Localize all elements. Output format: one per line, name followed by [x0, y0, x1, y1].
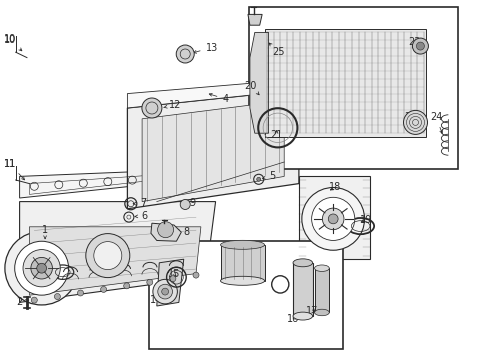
Circle shape: [54, 293, 60, 300]
Text: 1: 1: [42, 225, 48, 239]
Text: 7: 7: [133, 198, 147, 208]
Text: 3: 3: [50, 272, 59, 282]
Text: 11: 11: [4, 159, 16, 169]
Text: 22: 22: [408, 37, 420, 48]
Circle shape: [158, 284, 172, 299]
Text: 9: 9: [187, 198, 196, 208]
Circle shape: [170, 276, 176, 282]
Polygon shape: [142, 101, 284, 202]
Circle shape: [180, 199, 190, 210]
Text: 2: 2: [17, 297, 28, 307]
Text: 20: 20: [245, 81, 259, 95]
Polygon shape: [20, 169, 196, 198]
Circle shape: [123, 283, 130, 289]
Polygon shape: [265, 29, 426, 137]
Bar: [315, 268, 329, 312]
Text: 21: 21: [270, 130, 283, 140]
Text: 17: 17: [306, 306, 319, 316]
Circle shape: [23, 249, 60, 287]
Circle shape: [5, 231, 78, 305]
Circle shape: [257, 177, 261, 181]
Ellipse shape: [315, 265, 329, 271]
Text: 12: 12: [164, 100, 182, 110]
Text: 16: 16: [287, 314, 299, 324]
Circle shape: [404, 111, 427, 134]
Circle shape: [176, 45, 194, 63]
Circle shape: [413, 38, 428, 54]
Text: 19: 19: [360, 215, 372, 225]
Circle shape: [416, 42, 424, 50]
Circle shape: [94, 242, 122, 270]
Bar: [293, 263, 313, 316]
Text: 15: 15: [168, 269, 180, 279]
Ellipse shape: [293, 259, 313, 267]
Text: 25: 25: [269, 43, 285, 57]
Bar: [299, 176, 370, 259]
Circle shape: [147, 279, 153, 285]
Circle shape: [158, 222, 173, 238]
Polygon shape: [20, 202, 216, 302]
Circle shape: [15, 241, 69, 295]
Ellipse shape: [220, 240, 265, 249]
Circle shape: [142, 98, 162, 118]
Circle shape: [193, 272, 199, 278]
Circle shape: [31, 297, 37, 303]
Polygon shape: [151, 223, 181, 241]
Circle shape: [322, 208, 344, 230]
Text: 24: 24: [430, 112, 442, 134]
Text: 10: 10: [4, 35, 22, 51]
Circle shape: [162, 288, 169, 295]
Circle shape: [31, 257, 52, 279]
Bar: [249, 7, 458, 169]
Polygon shape: [157, 259, 184, 306]
Circle shape: [77, 290, 83, 296]
Bar: [149, 241, 343, 349]
Ellipse shape: [293, 312, 313, 320]
Circle shape: [86, 234, 130, 278]
Polygon shape: [127, 79, 299, 108]
Circle shape: [153, 279, 177, 304]
Text: 23: 23: [404, 112, 417, 122]
Text: 6: 6: [135, 211, 147, 221]
Circle shape: [37, 263, 47, 273]
Text: 5: 5: [263, 171, 275, 181]
Text: 18: 18: [329, 182, 341, 192]
Polygon shape: [29, 227, 201, 295]
Text: 14: 14: [150, 294, 168, 305]
Circle shape: [302, 188, 365, 250]
Text: 10: 10: [4, 34, 16, 44]
Text: 4: 4: [209, 94, 228, 104]
Ellipse shape: [220, 276, 265, 285]
Circle shape: [312, 197, 355, 240]
Circle shape: [100, 287, 107, 292]
Text: 13: 13: [194, 42, 218, 53]
Bar: [220, 245, 265, 281]
Text: 8: 8: [176, 227, 189, 237]
Circle shape: [328, 214, 338, 224]
Text: 11: 11: [4, 159, 24, 180]
Polygon shape: [127, 90, 299, 209]
Polygon shape: [248, 14, 262, 25]
Polygon shape: [250, 32, 269, 133]
Ellipse shape: [315, 309, 329, 316]
